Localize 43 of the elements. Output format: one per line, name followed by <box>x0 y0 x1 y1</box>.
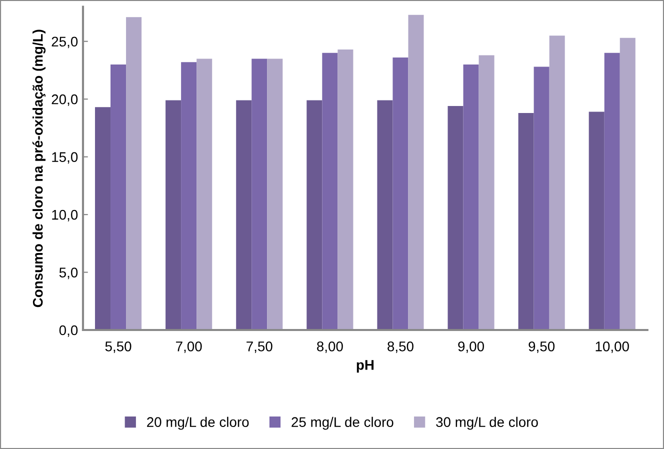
bar <box>392 58 408 330</box>
y-tick-label: 15,0 <box>52 152 78 164</box>
x-tick-label: 9,00 <box>458 341 484 353</box>
bar <box>518 112 534 330</box>
bar <box>252 58 268 330</box>
x-tick-label: 7,50 <box>246 341 272 353</box>
y-tick-label: 5,0 <box>59 268 78 280</box>
bar <box>377 100 393 330</box>
y-tick-label: 0,0 <box>59 325 78 337</box>
bar <box>549 36 565 330</box>
bar <box>94 107 111 330</box>
bar <box>181 62 197 330</box>
legend-label: 30 mg/L de cloro <box>436 416 538 430</box>
bar <box>126 17 142 330</box>
bar <box>196 58 212 330</box>
bar <box>236 100 252 330</box>
bar <box>267 58 283 330</box>
x-tick-label: 8,50 <box>388 341 414 353</box>
y-tick-label: 10,0 <box>52 210 78 222</box>
y-axis-title: Consumo de cloro na pré-oxidação (mg/L) <box>32 30 46 308</box>
x-tick-label: 7,00 <box>176 341 202 353</box>
bar <box>478 55 494 330</box>
legend-label: 25 mg/L de cloro <box>292 416 394 430</box>
x-tick-label: 5,50 <box>105 341 132 353</box>
legend-label: 20 mg/L de cloro <box>147 416 249 430</box>
x-tick-label: 9,50 <box>528 341 555 353</box>
y-tick-label: 20,0 <box>52 94 78 106</box>
bar <box>306 100 322 330</box>
bar <box>166 100 182 330</box>
bar <box>322 52 338 330</box>
bar <box>534 66 550 330</box>
x-axis-title: pH <box>356 360 374 373</box>
bar <box>463 64 479 330</box>
bar <box>338 49 354 330</box>
bar <box>110 64 126 330</box>
bar <box>604 52 620 330</box>
x-tick-label: 8,00 <box>317 341 343 353</box>
x-tick-label: 10,00 <box>596 341 629 353</box>
bar <box>588 112 604 330</box>
bar <box>408 14 424 330</box>
y-tick-label: 25,0 <box>52 36 78 48</box>
bar <box>448 106 464 330</box>
bar <box>620 38 636 330</box>
